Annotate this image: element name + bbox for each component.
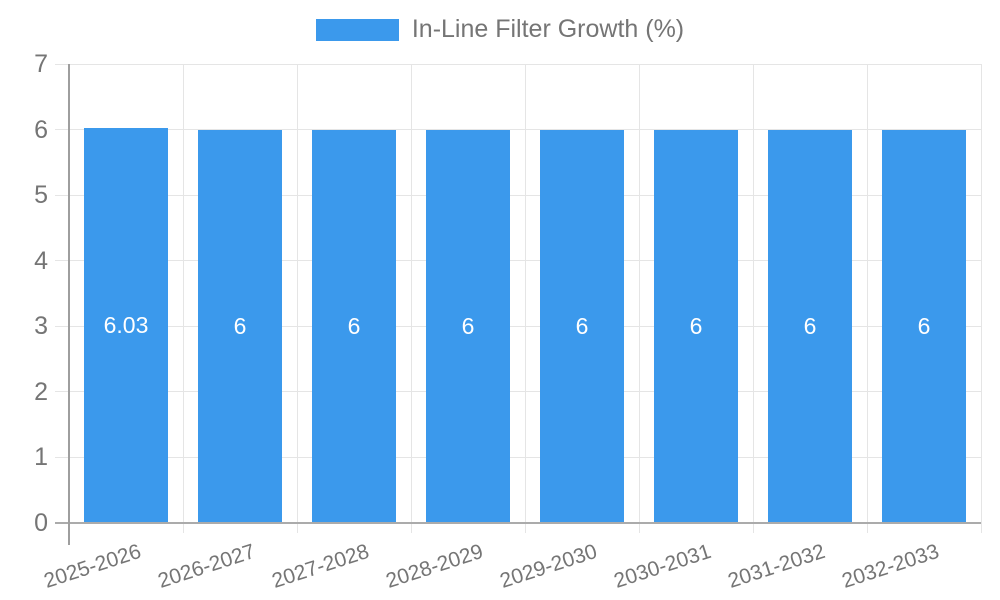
x-gridline (410, 64, 412, 533)
bar-value-label: 6 (917, 313, 931, 340)
bar-2028-2029[interactable]: 6 (426, 129, 510, 523)
legend[interactable]: In-Line Filter Growth (%) (0, 15, 1000, 44)
x-gridline (182, 64, 184, 533)
y-tick-label: 7 (34, 50, 48, 78)
x-tick-label: 2030-2031 (610, 539, 714, 593)
legend-label: In-Line Filter Growth (%) (411, 15, 685, 43)
bar-2030-2031[interactable]: 6 (654, 129, 738, 523)
x-tick-label: 2025-2026 (40, 539, 144, 593)
y-tick-label: 5 (34, 181, 48, 210)
bar-2032-2033[interactable]: 6 (882, 129, 966, 523)
x-tick-label: 2032-2033 (838, 539, 942, 593)
bar-2025-2026[interactable]: 6.03 (84, 127, 168, 523)
bar-2026-2027[interactable]: 6 (198, 129, 282, 523)
y-tick-label: 3 (34, 312, 48, 341)
bar-value-label: 6 (575, 313, 589, 340)
x-tick-label: 2031-2032 (724, 539, 828, 593)
y-tick-label: 2 (34, 377, 48, 406)
bar-value-label: 6 (233, 313, 247, 340)
x-tick-label: 2026-2027 (154, 539, 258, 593)
x-gridline (638, 64, 640, 533)
bar-value-label: 6 (461, 313, 475, 340)
x-gridline (524, 64, 526, 533)
y-tick-label: 0 (34, 509, 48, 537)
x-gridline (296, 64, 298, 533)
legend-swatch-icon (315, 18, 399, 41)
bar-value-label: 6.03 (103, 312, 149, 339)
x-tick-label: 2027-2028 (268, 539, 372, 593)
y-gridline (55, 194, 981, 196)
y-gridline (55, 63, 981, 65)
y-gridline (55, 391, 981, 393)
y-gridline (55, 325, 981, 327)
bar-2031-2032[interactable]: 6 (768, 129, 852, 523)
x-gridline (980, 64, 982, 533)
bar-2027-2028[interactable]: 6 (312, 129, 396, 523)
y-tick-label: 6 (34, 115, 48, 144)
bar-value-label: 6 (347, 313, 361, 340)
y-axis-line (68, 64, 70, 545)
x-axis-baseline (55, 522, 981, 524)
y-tick-label: 4 (34, 246, 48, 275)
x-gridline (866, 64, 868, 533)
y-gridline (55, 456, 981, 458)
bar-2029-2030[interactable]: 6 (540, 129, 624, 523)
x-gridline (752, 64, 754, 533)
y-gridline (55, 129, 981, 131)
bar-value-label: 6 (689, 313, 703, 340)
x-tick-label: 2029-2030 (496, 539, 600, 593)
y-gridline (55, 260, 981, 262)
x-tick-label: 2028-2029 (382, 539, 486, 593)
bar-value-label: 6 (803, 313, 817, 340)
plot-area: 0 1 2 3 4 5 6 7 6.03 2025-2026 6 2026-2027 6 2027-202… (34, 50, 982, 593)
y-tick-label: 1 (34, 443, 48, 472)
